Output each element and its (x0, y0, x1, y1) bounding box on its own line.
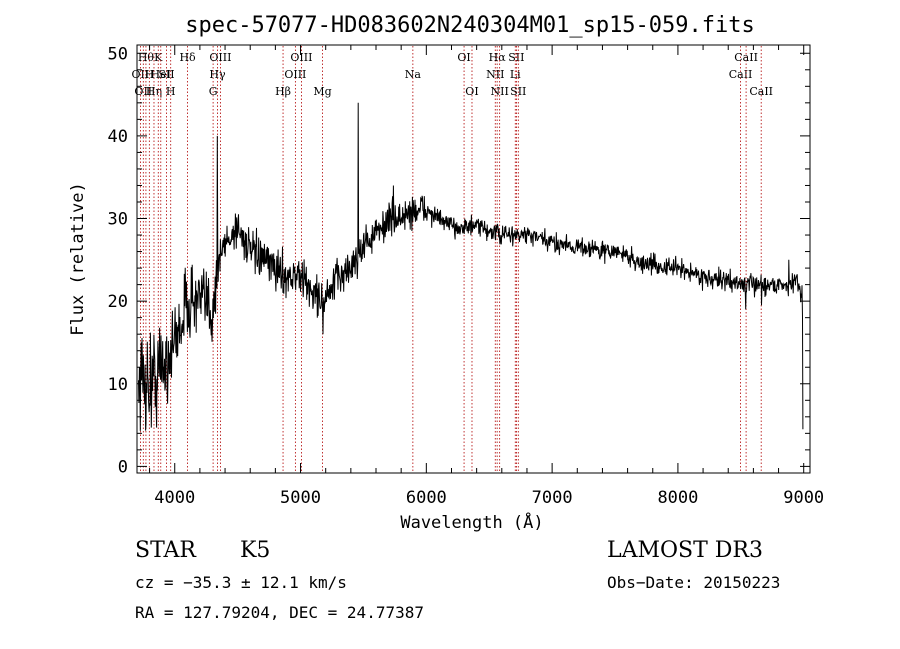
y-tick-label-0: 0 (118, 457, 128, 477)
line-marker-label-2: Hθ (138, 51, 155, 64)
y-tick-label-3: 30 (108, 210, 128, 230)
line-marker-label-12: OIII (209, 51, 231, 64)
line-marker-label-14: OIII (284, 68, 306, 81)
line-marker-label-25: SII (510, 85, 526, 98)
y-axis-label: Flux (relative) (68, 182, 88, 336)
line-marker-label-7: SII (158, 68, 174, 81)
observation-date: Obs−Date: 20150223 (607, 573, 781, 592)
tick-group: 4000 5000 6000 7000 8000 9000 0 10 20 30 40 50 (108, 44, 825, 508)
survey-name: LAMOST DR3 (607, 538, 763, 563)
x-tick-label-0: 4000 (154, 488, 195, 508)
line-marker-label-19: OI (465, 85, 478, 98)
line-marker-label-13: Hβ (275, 85, 291, 98)
line-marker-label-27: CaII (734, 51, 758, 64)
line-marker-label-15: OIII (290, 51, 312, 64)
y-tick-label-4: 40 (108, 127, 128, 147)
line-marker-label-21: Hα (489, 51, 507, 64)
line-marker-label-8: H (166, 85, 176, 98)
line-marker-group: OIIOIIHθHHηKHeISIIHHδGHγOIIIHβOIIIOIIIMg… (132, 46, 773, 472)
line-marker-label-1: OII (134, 85, 152, 98)
line-marker-label-5: K (154, 51, 163, 64)
x-tick-label-4: 8000 (657, 488, 698, 508)
chart-title: spec-57077-HD083602N240304M01_sp15-059.f… (185, 13, 755, 38)
line-marker-label-11: Hγ (209, 68, 226, 81)
redshift-cz: cz = −35.3 ± 12.1 km/s (135, 573, 347, 592)
line-marker-label-26: CaII (729, 68, 753, 81)
y-tick-label-2: 20 (108, 292, 128, 312)
y-tick-label-5: 50 (108, 44, 128, 64)
line-marker-label-24: SII (508, 51, 524, 64)
x-axis-label: Wavelength (Å) (400, 511, 543, 533)
line-marker-label-6: HeI (151, 68, 171, 81)
x-tick-label-1: 5000 (280, 488, 321, 508)
line-marker-label-4: Hη (146, 85, 162, 98)
line-marker-label-28: CaII (749, 85, 773, 98)
line-marker-label-0: OII (132, 68, 150, 81)
object-class: STAR (135, 538, 196, 563)
line-marker-label-22: NII (491, 85, 509, 98)
sky-coordinates: RA = 127.79204, DEC = 24.77387 (135, 603, 424, 622)
y-tick-label-1: 10 (108, 375, 128, 395)
plot-frame (136, 44, 811, 474)
line-marker-label-23: Li (510, 68, 521, 81)
line-marker-label-16: Mg (313, 85, 331, 98)
line-marker-label-17: Na (405, 68, 422, 81)
line-marker-label-20: NII (486, 68, 504, 81)
line-marker-label-18: OI (457, 51, 470, 64)
x-tick-label-3: 7000 (532, 488, 573, 508)
spectrum-group (138, 102, 804, 431)
line-marker-label-10: G (209, 85, 218, 98)
line-marker-label-3: H (145, 68, 155, 81)
spectrum-line (138, 102, 804, 431)
x-tick-label-5: 9000 (783, 488, 824, 508)
x-tick-label-2: 6000 (406, 488, 447, 508)
line-marker-label-9: Hδ (179, 51, 196, 64)
object-subclass: K5 (240, 538, 271, 563)
